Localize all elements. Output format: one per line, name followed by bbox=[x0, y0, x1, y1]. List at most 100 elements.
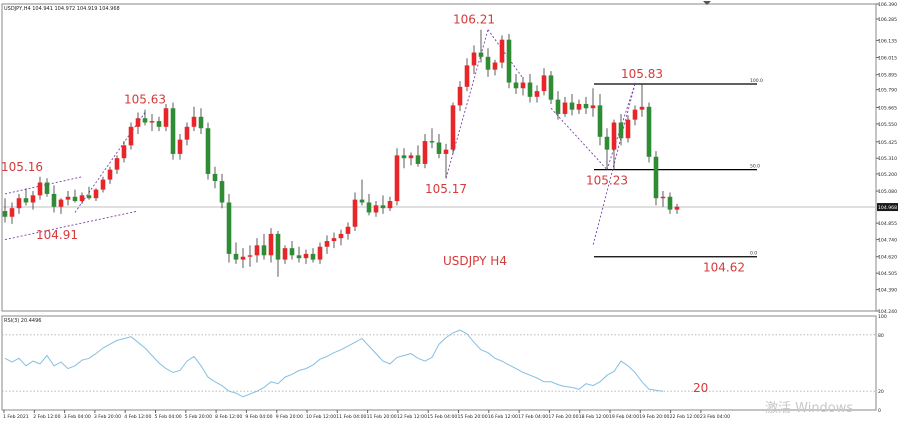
swing-price-label: 105.17 bbox=[425, 182, 467, 196]
bull-candle bbox=[247, 255, 253, 257]
price-panel-frame bbox=[1, 3, 877, 312]
bull-candle bbox=[303, 253, 309, 259]
bear-candle bbox=[44, 182, 50, 194]
bull-candle bbox=[450, 105, 456, 150]
bear-candle bbox=[233, 253, 239, 260]
bull-candle bbox=[254, 245, 260, 256]
bear-candle bbox=[366, 202, 372, 213]
rsi-tick-label: 80 bbox=[878, 333, 884, 339]
symbol-timeframe-label: USDJPY H4 bbox=[443, 254, 507, 268]
bull-candle bbox=[128, 126, 134, 146]
bull-candle bbox=[114, 158, 120, 170]
bear-candle bbox=[275, 233, 281, 260]
bull-candle bbox=[632, 109, 638, 120]
bear-candle bbox=[555, 99, 561, 114]
price-tick-label: 105.310 bbox=[878, 156, 897, 162]
bull-candle bbox=[471, 52, 477, 66]
dashed-trend-line bbox=[550, 107, 608, 170]
bear-candle bbox=[506, 39, 512, 83]
time-tick-label: 5 Feb 20:00 bbox=[185, 414, 212, 420]
price-tick-label: 106.390 bbox=[878, 2, 897, 8]
time-tick-label: 17 Feb 20:00 bbox=[548, 414, 578, 420]
bear-candle bbox=[667, 196, 673, 210]
rsi-panel-frame bbox=[1, 315, 877, 411]
time-tick-label: 23 Feb 04:00 bbox=[700, 414, 730, 420]
bear-candle bbox=[156, 121, 162, 127]
bull-candle bbox=[576, 103, 582, 110]
bull-candle bbox=[541, 75, 547, 92]
time-tick-label: 9 Feb 20:00 bbox=[276, 414, 303, 420]
dashed-trend-line bbox=[4, 176, 83, 195]
bull-candle bbox=[352, 199, 358, 227]
dashed-trend-line bbox=[445, 29, 489, 179]
bull-candle bbox=[562, 102, 568, 114]
time-tick-label: 1 Feb 2021 bbox=[3, 414, 29, 420]
fib-level-label: 0.0 bbox=[750, 251, 757, 257]
bull-candle bbox=[65, 196, 71, 200]
bear-candle bbox=[646, 106, 652, 157]
bull-candle bbox=[464, 65, 470, 87]
rsi-panel-title: RSI(3) 20.4496 bbox=[4, 318, 41, 324]
swing-price-label: 106.21 bbox=[453, 13, 495, 27]
bear-candle bbox=[226, 202, 232, 254]
bear-candle bbox=[597, 105, 603, 137]
price-tick-label: 105.550 bbox=[878, 122, 897, 128]
bull-candle bbox=[184, 126, 190, 140]
price-tick-label: 104.390 bbox=[878, 288, 897, 294]
bear-candle bbox=[415, 155, 421, 164]
price-tick-label: 104.240 bbox=[878, 309, 897, 315]
bear-candle bbox=[604, 136, 610, 150]
bull-candle bbox=[674, 206, 680, 210]
swing-price-label: 105.83 bbox=[621, 67, 663, 81]
bull-candle bbox=[16, 198, 22, 209]
fib-level-label: 50.0 bbox=[750, 164, 760, 170]
bear-candle bbox=[583, 103, 589, 109]
price-tick-label: 104.855 bbox=[878, 221, 897, 227]
bear-candle bbox=[359, 199, 365, 203]
bear-candle bbox=[2, 211, 8, 217]
bear-candle bbox=[485, 56, 491, 70]
price-tick-label: 106.015 bbox=[878, 56, 897, 62]
bull-candle bbox=[324, 241, 330, 247]
bull-candle bbox=[149, 121, 155, 123]
rsi-tick-label: 20 bbox=[878, 389, 884, 395]
bull-candle bbox=[457, 86, 463, 106]
time-tick-label: 17 Feb 04:00 bbox=[518, 414, 548, 420]
bull-candle bbox=[79, 195, 85, 202]
bull-candle bbox=[611, 122, 617, 150]
price-tick-label: 104.740 bbox=[878, 238, 897, 244]
time-tick-label: 12 Feb 12:00 bbox=[397, 414, 427, 420]
time-tick-label: 22 Feb 12:00 bbox=[670, 414, 700, 420]
rsi-tick-label: 100 bbox=[878, 314, 887, 320]
time-tick-label: 10 Feb 12:00 bbox=[306, 414, 336, 420]
bull-candle bbox=[107, 169, 113, 180]
bull-candle bbox=[100, 179, 106, 190]
bear-candle bbox=[219, 181, 225, 203]
price-tick-label: 105.790 bbox=[878, 88, 897, 94]
bear-candle bbox=[289, 248, 295, 256]
bull-candle bbox=[93, 189, 99, 199]
bull-candle bbox=[590, 105, 596, 109]
bull-candle bbox=[163, 108, 169, 127]
time-tick-label: 2 Feb 12:00 bbox=[33, 414, 60, 420]
time-tick-label: 3 Feb 20:00 bbox=[94, 414, 121, 420]
bear-candle bbox=[653, 156, 659, 199]
price-tick-label: 104.505 bbox=[878, 271, 897, 277]
bear-candle bbox=[436, 142, 442, 154]
price-tick-label: 106.285 bbox=[878, 17, 897, 23]
bull-candle bbox=[422, 141, 428, 164]
bear-candle bbox=[205, 128, 211, 174]
bull-candle bbox=[345, 226, 351, 234]
bull-candle bbox=[191, 116, 197, 127]
bull-candle bbox=[373, 205, 379, 213]
bull-candle bbox=[639, 106, 645, 110]
bull-candle bbox=[37, 182, 43, 196]
bear-candle bbox=[527, 82, 533, 97]
current-price-box bbox=[877, 203, 898, 212]
bull-candle bbox=[492, 62, 498, 70]
bear-candle bbox=[212, 173, 218, 182]
bear-candle bbox=[86, 195, 92, 199]
dashed-trend-line bbox=[74, 112, 146, 213]
bear-candle bbox=[618, 122, 624, 139]
